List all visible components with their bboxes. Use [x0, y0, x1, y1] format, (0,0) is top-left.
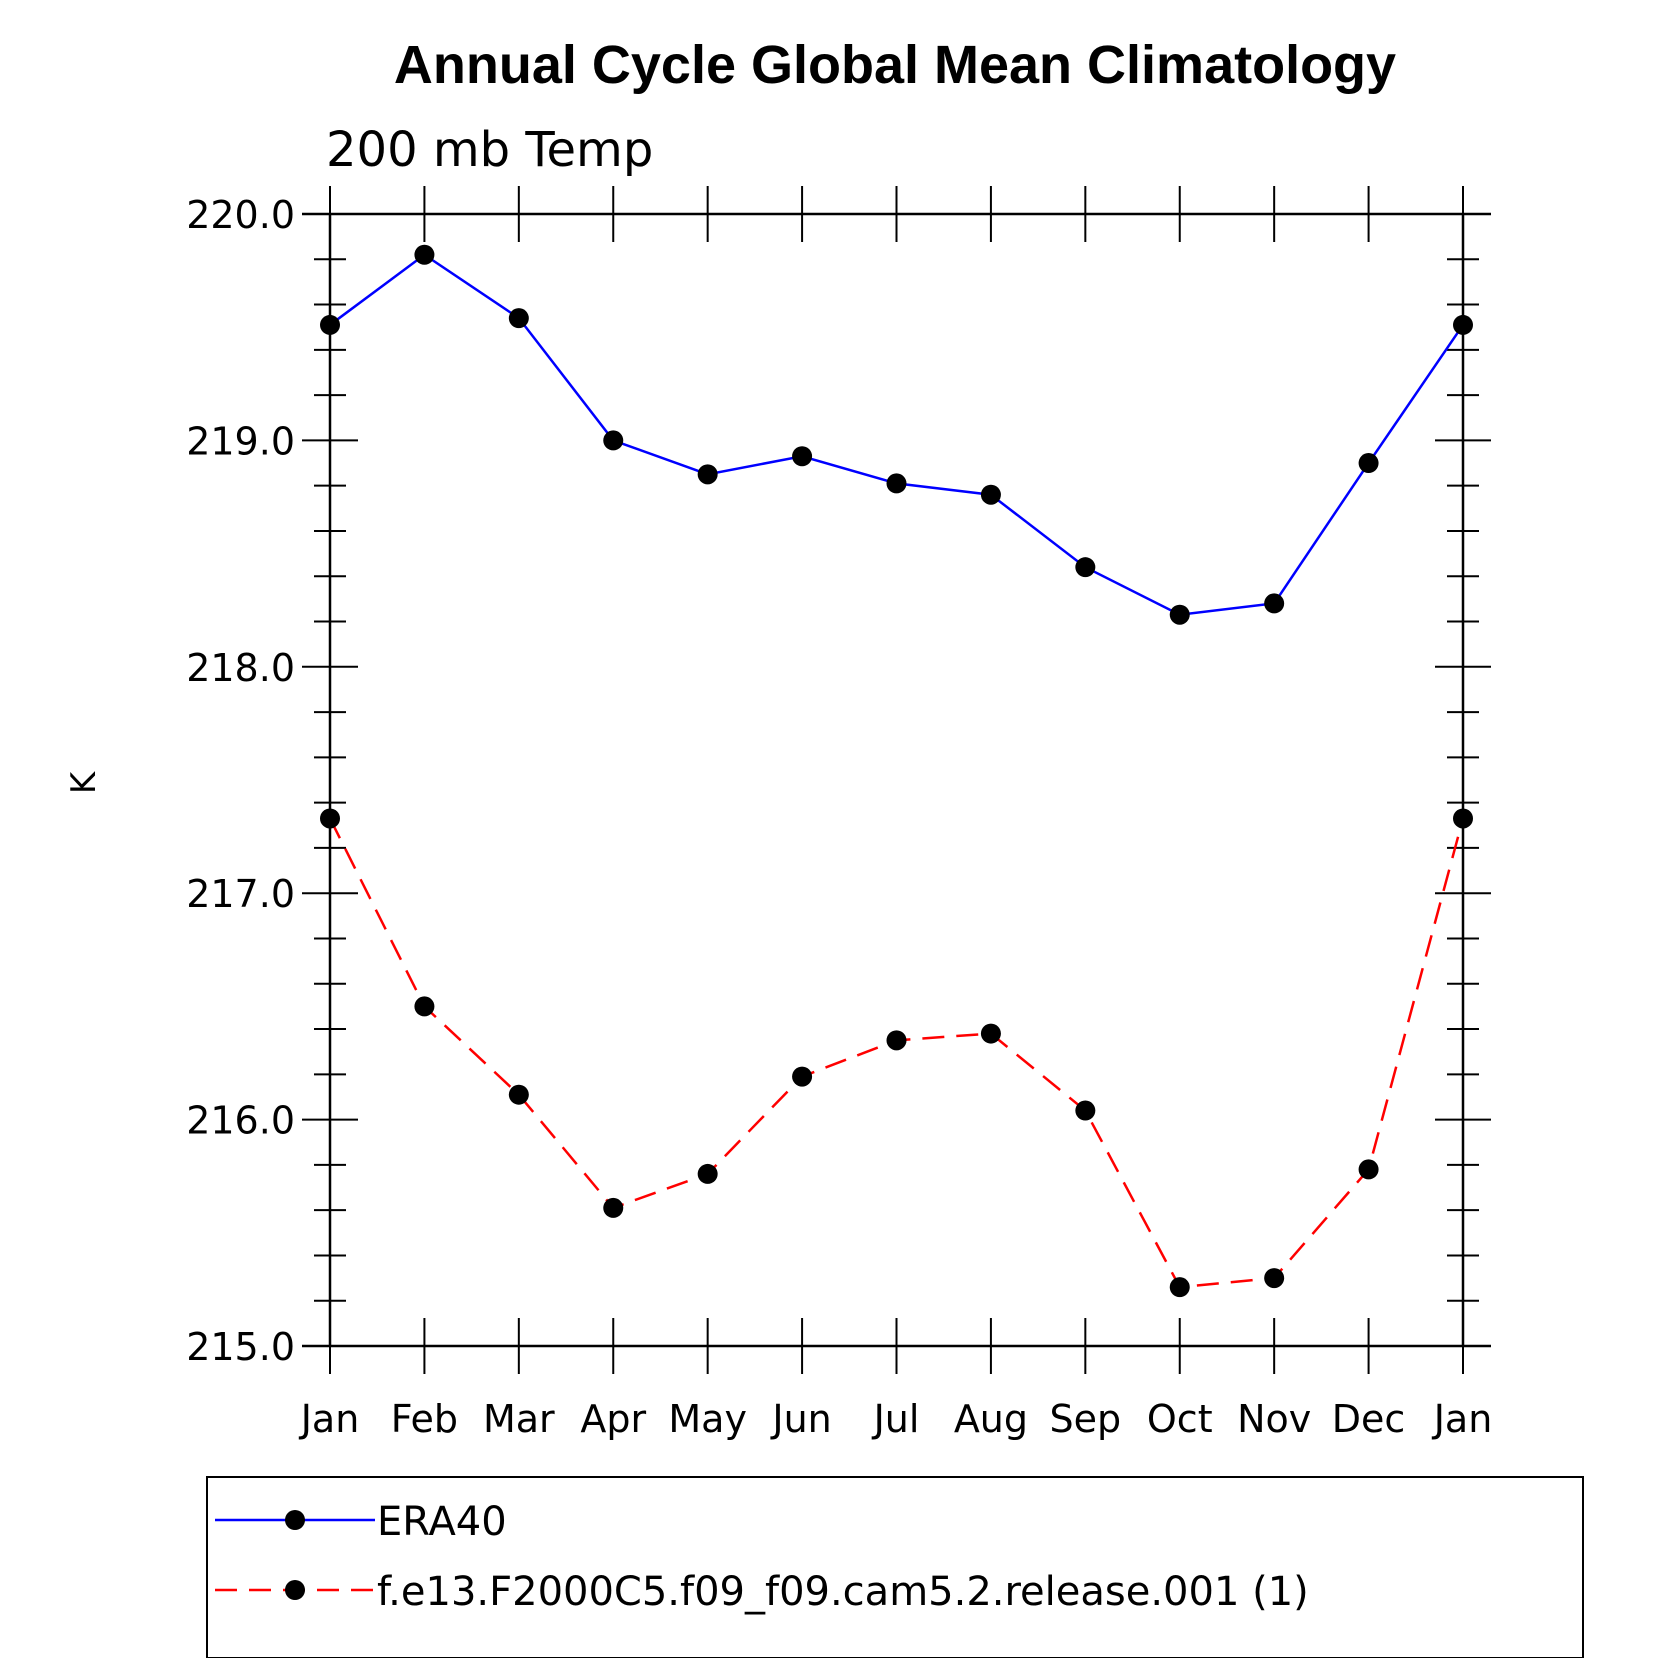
data-point — [1169, 604, 1190, 625]
legend-item-1: ERA40 — [215, 1499, 507, 1545]
x-tick-label: Jan — [299, 1397, 360, 1441]
x-tick-label: Nov — [1237, 1397, 1311, 1441]
x-tick-label: Feb — [391, 1397, 458, 1441]
y-tick-label: 216.0 — [186, 1099, 295, 1143]
data-point — [1264, 593, 1285, 614]
data-point — [980, 1023, 1001, 1044]
data-point — [1169, 1277, 1190, 1298]
y-tick-label: 217.0 — [186, 872, 295, 916]
x-tick-label: Oct — [1147, 1397, 1213, 1441]
data-point — [508, 1084, 529, 1105]
data-point — [886, 1030, 907, 1051]
data-point — [1358, 1159, 1379, 1180]
data-point — [697, 1163, 718, 1184]
chart-subtitle: 200 mb Temp — [326, 122, 653, 178]
y-tick-label: 219.0 — [186, 419, 295, 463]
series-1 — [320, 244, 1473, 625]
x-tick-label: Apr — [580, 1397, 646, 1441]
data-point — [792, 446, 813, 467]
data-point — [792, 1066, 813, 1087]
data-point — [886, 473, 907, 494]
series-layer — [320, 244, 1473, 1298]
legend-marker — [285, 1510, 305, 1530]
data-point — [508, 308, 529, 329]
x-tick-label: Mar — [483, 1397, 555, 1441]
data-point — [603, 430, 624, 451]
data-point — [603, 1197, 624, 1218]
data-point — [320, 314, 340, 335]
series-line — [329, 253, 1465, 617]
legend: ERA40 f.e13.F2000C5.f09_f09.cam5.2.releas… — [206, 1476, 1584, 1658]
legend-box — [206, 1476, 1584, 1658]
y-tick-label: 218.0 — [186, 646, 295, 690]
x-tick-label: Jul — [872, 1397, 920, 1441]
x-tick-label: Jan — [1432, 1397, 1493, 1441]
y-tick-label: 215.0 — [186, 1325, 295, 1369]
y-tick-label: 220.0 — [186, 193, 295, 237]
data-point — [1358, 453, 1379, 474]
series-line — [328, 817, 1465, 1289]
y-axis-label: K — [64, 770, 104, 794]
data-point — [414, 244, 435, 265]
legend-label: f.e13.F2000C5.f09_f09.cam5.2.release.001… — [377, 1569, 1309, 1615]
x-tick-label: Aug — [954, 1397, 1028, 1441]
data-point — [320, 808, 340, 829]
data-point — [414, 996, 435, 1017]
data-point — [980, 484, 1001, 505]
data-point — [1453, 808, 1473, 829]
x-tick-label: Jun — [770, 1397, 831, 1441]
x-tick-label: Sep — [1050, 1397, 1122, 1441]
legend-label: ERA40 — [377, 1499, 507, 1545]
data-point — [1075, 1100, 1096, 1121]
data-point — [697, 464, 718, 485]
plot-axes: 215.0 216.0 217.0 218.0 219.0 220.0 Jan Feb Mar A… — [186, 186, 1492, 1441]
legend-item-2: f.e13.F2000C5.f09_f09.cam5.2.release.001… — [215, 1569, 1309, 1615]
x-tick-label: May — [668, 1397, 747, 1441]
x-tick-label: Dec — [1332, 1397, 1406, 1441]
chart-title: Annual Cycle Global Mean Climatology — [394, 35, 1396, 95]
data-point — [1453, 314, 1473, 335]
data-point — [1075, 557, 1096, 578]
data-point — [1264, 1268, 1285, 1289]
series-2 — [320, 808, 1473, 1298]
legend-marker — [285, 1580, 305, 1600]
